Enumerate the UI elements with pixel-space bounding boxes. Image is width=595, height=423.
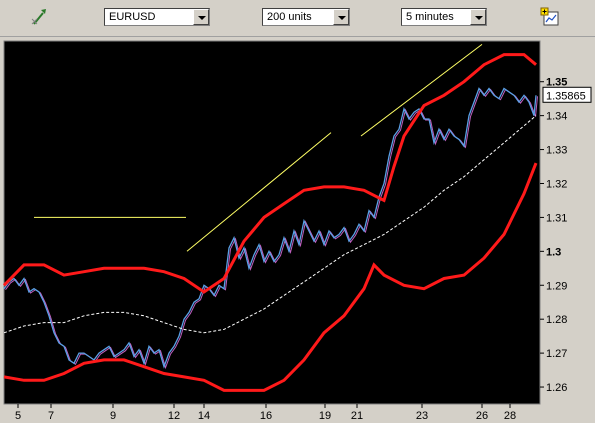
- upper-band-line: [2, 53, 537, 294]
- symbol-dropdown-arrow-icon[interactable]: [193, 9, 209, 25]
- x-tick-label: 26: [476, 410, 488, 422]
- add-indicator-icon[interactable]: [538, 5, 562, 29]
- y-tick-label: 1.3: [546, 246, 561, 258]
- cursor-tool-icon[interactable]: [28, 5, 52, 29]
- lower-band-line: [3, 162, 538, 392]
- x-tick-label: 19: [319, 410, 331, 422]
- symbol-value: EURUSD: [109, 11, 156, 23]
- chart-area: 1.35 1.34 1.33 1.32 1.31 1.3 1.29 1.28 1.27 1.26 1…: [0, 37, 595, 423]
- x-tick-label: 28: [504, 410, 516, 422]
- units-select[interactable]: 200 units: [262, 8, 350, 26]
- middle-band-line: [3, 115, 537, 334]
- symbol-select[interactable]: EURUSD: [104, 8, 210, 26]
- x-tick-label: 5: [15, 410, 21, 422]
- y-tick-label: 1.31: [546, 212, 567, 224]
- y-tick-label: 1.29: [546, 280, 567, 292]
- x-tick-label: 14: [198, 410, 210, 422]
- y-tick-label: 1.26: [546, 382, 567, 394]
- price-line: [3, 87, 537, 369]
- y-tick-label: 1.28: [546, 314, 567, 326]
- last-price-box: [542, 86, 592, 103]
- trend-line: [360, 44, 483, 137]
- units-value: 200 units: [267, 11, 312, 23]
- y-tick-label: 1.34: [546, 111, 567, 123]
- interval-value: 5 minutes: [406, 11, 454, 23]
- x-tick-label: 16: [260, 410, 272, 422]
- y-tick-label: 1.33: [546, 145, 567, 157]
- units-dropdown-arrow-icon[interactable]: [333, 9, 349, 25]
- interval-dropdown-arrow-icon[interactable]: [470, 9, 486, 25]
- plot-background: [3, 40, 541, 405]
- trend-line: [186, 132, 332, 252]
- last-price-label: 1.35865: [546, 90, 586, 102]
- y-tick-label: 1.35: [546, 77, 567, 89]
- x-tick-label: 9: [110, 410, 116, 422]
- y-tick-label: 1.32: [546, 178, 567, 190]
- x-tick-label: 7: [48, 410, 54, 422]
- x-tick-label: 23: [416, 410, 428, 422]
- price-chart[interactable]: 1.35 1.34 1.33 1.32 1.31 1.3 1.29 1.28 1.27 1.26 1…: [0, 37, 595, 423]
- x-tick-label: 12: [168, 410, 180, 422]
- chart-toolbar: EURUSD 200 units 5 minutes: [0, 0, 595, 37]
- x-tick-label: 21: [351, 410, 363, 422]
- interval-select[interactable]: 5 minutes: [401, 8, 487, 26]
- y-tick-label: 1.27: [546, 348, 567, 360]
